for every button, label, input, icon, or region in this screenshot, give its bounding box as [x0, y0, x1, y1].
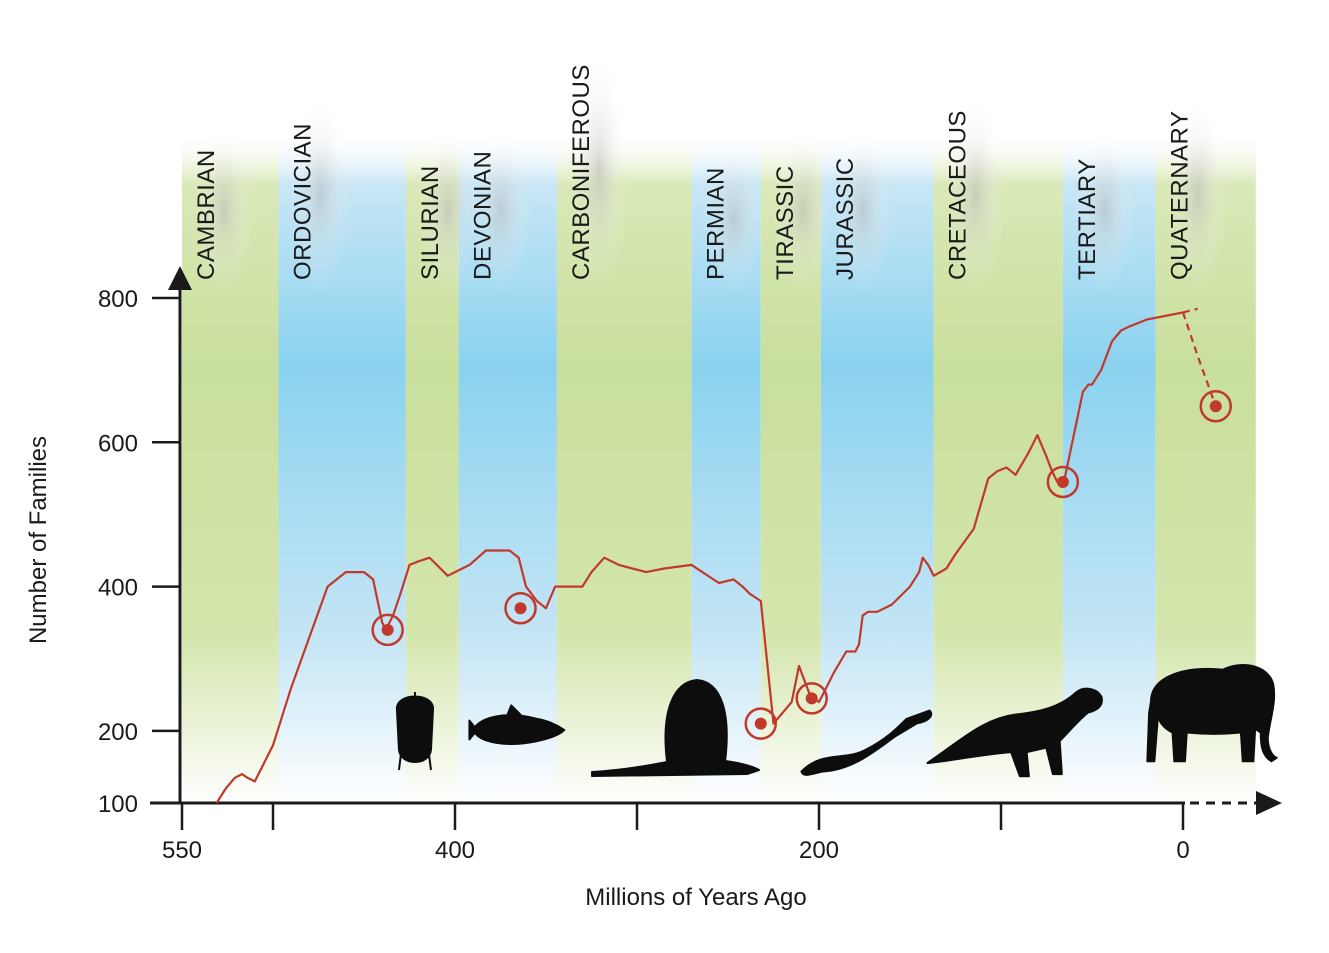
- fish-icon: [468, 704, 566, 745]
- dimetrodon-shape: [591, 679, 761, 777]
- x-axis-arrowhead: [1256, 791, 1282, 815]
- period-label-ordovician: ORDOVICIAN: [289, 123, 316, 280]
- event-dot: [514, 602, 527, 615]
- extinction-event-marker: [744, 707, 778, 740]
- event-dot: [1209, 400, 1222, 413]
- period-label-jurassic: JURASSIC: [832, 157, 859, 280]
- y-tick-label: 200: [98, 719, 138, 746]
- x-axis-title: Millions of Years Ago: [585, 884, 806, 911]
- period-label-shadow: [772, 126, 833, 294]
- event-dot: [805, 692, 818, 705]
- period-label-permian: PERMIAN: [703, 167, 730, 280]
- x-tick-label: 0: [1176, 837, 1189, 864]
- event-ring: [371, 613, 404, 647]
- fish-shape: [468, 704, 566, 745]
- period-label-cambrian: CAMBRIAN: [193, 149, 220, 280]
- period-label-shadow: [1167, 95, 1228, 294]
- period-label-shadow: [417, 126, 478, 294]
- x-tick-label: 200: [799, 837, 839, 864]
- event-ring: [504, 591, 537, 625]
- y-axis-arrowhead: [168, 266, 192, 290]
- series-line-0: [215, 311, 1184, 804]
- dinosaur-icon: [926, 687, 1103, 778]
- animal-silhouettes: [395, 664, 1278, 778]
- dinosaur-shape: [926, 687, 1103, 778]
- x-tick-label: 550: [162, 837, 202, 864]
- y-tick-label: 800: [98, 286, 138, 313]
- y-axis-title: Number of Families: [25, 436, 52, 644]
- reptile-icon: [800, 709, 933, 776]
- period-bands: [182, 130, 1256, 805]
- dimetrodon-icon: [591, 679, 761, 777]
- event-dot: [1056, 475, 1069, 488]
- extinction-event-marker: [1046, 465, 1080, 499]
- period-label-silurian: SILURIAN: [417, 165, 444, 280]
- period-label-shadow: [290, 95, 351, 294]
- elephant-shape: [1146, 664, 1278, 763]
- period-label-quaternary: QUATERNARY: [1167, 111, 1194, 280]
- period-label-shadow: [832, 126, 893, 294]
- event-ring: [1199, 389, 1233, 423]
- event-ring: [744, 707, 778, 740]
- period-label-shadow: [568, 48, 629, 294]
- projection-forward-line: [1182, 307, 1198, 314]
- period-label-tirassic: TIRASSIC: [772, 165, 799, 280]
- extinction-event-marker: [371, 613, 404, 647]
- event-dot: [754, 717, 767, 730]
- extinction-event-marker: [1199, 389, 1233, 423]
- y-tick-label: 100: [98, 791, 138, 818]
- extinction-event-marker: [795, 682, 828, 715]
- period-label-shadow: [703, 141, 764, 294]
- period-label-tertiary: TERTIARY: [1074, 158, 1101, 280]
- period-label-shadow: [470, 126, 531, 294]
- reptile-shape: [800, 709, 933, 776]
- event-ring: [1046, 465, 1080, 499]
- period-label-shadow: [1074, 126, 1135, 294]
- period-label-devonian: DEVONIAN: [470, 151, 497, 280]
- trilobite-shape: [395, 692, 434, 771]
- event-ring: [795, 682, 828, 715]
- elephant-icon: [1146, 664, 1278, 763]
- series: [215, 307, 1217, 804]
- extinction-events: [371, 389, 1233, 740]
- x-tick-label: 400: [435, 837, 475, 864]
- projection-line: [1181, 312, 1217, 407]
- axes: 100 200 400 600 800 550 400 200 0: [98, 266, 1282, 864]
- period-label-carboniferous: CARBONIFEROUS: [568, 64, 595, 280]
- period-labels: CAMBRIAN ORDOVICIAN SILURIAN DEVONIAN CARBON…: [193, 48, 1228, 294]
- period-label-shadow: [945, 95, 1006, 294]
- period-label-shadow: [194, 126, 254, 294]
- event-dot: [381, 623, 394, 636]
- trilobite-icon: [395, 692, 434, 771]
- period-label-cretaceous: CRETACEOUS: [945, 110, 972, 280]
- y-tick-label: 600: [98, 430, 138, 457]
- extinction-event-marker: [504, 591, 537, 625]
- y-tick-label: 400: [98, 575, 138, 602]
